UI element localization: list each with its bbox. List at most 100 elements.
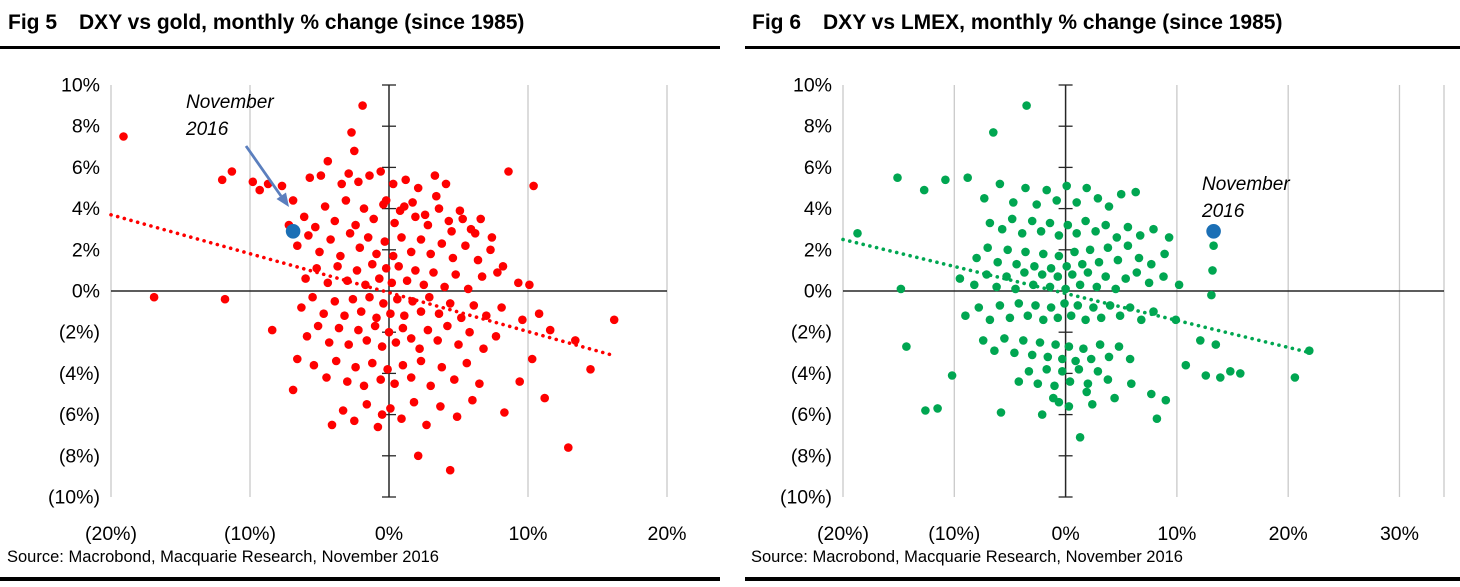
data-point (997, 224, 1007, 234)
x-tick-label: (20%) (817, 523, 869, 545)
data-point (454, 340, 463, 349)
y-tick-label: (6%) (791, 404, 832, 426)
data-point (394, 262, 404, 271)
y-tick-label: (2%) (59, 322, 100, 344)
fig6-title-row: Fig 6 DXY vs LMEX, monthly % change (sinc… (752, 11, 1282, 35)
annotation-arrow-head (276, 192, 289, 207)
y-tick-label: (8%) (59, 445, 100, 467)
data-point (351, 362, 360, 372)
data-point (336, 251, 345, 261)
data-point (149, 292, 159, 302)
data-point (1053, 272, 1063, 281)
data-point (437, 362, 447, 372)
data-point (390, 379, 399, 389)
data-point (1207, 290, 1216, 300)
data-point (1010, 348, 1019, 358)
y-tick-label: 10% (61, 75, 100, 97)
data-point (1131, 187, 1140, 197)
data-point (1209, 241, 1218, 250)
data-point (1091, 227, 1100, 236)
data-point (387, 278, 397, 288)
data-point (1105, 301, 1115, 310)
data-point (461, 241, 470, 250)
data-point (400, 311, 409, 321)
data-point (995, 301, 1005, 310)
data-point (436, 402, 445, 411)
data-point (470, 229, 480, 238)
data-point (995, 179, 1005, 189)
data-point (416, 356, 426, 366)
data-point (319, 309, 329, 319)
data-point (527, 354, 537, 364)
data-point (373, 422, 383, 432)
data-point (1082, 387, 1091, 397)
data-point (458, 214, 468, 224)
data-point (941, 175, 950, 185)
data-point (1052, 196, 1061, 205)
data-point (350, 416, 359, 426)
data-point (334, 323, 344, 333)
data-point (1019, 336, 1028, 345)
data-point (1103, 375, 1113, 384)
data-point (1054, 231, 1064, 240)
data-point (408, 198, 417, 207)
data-point (372, 313, 381, 323)
data-point (1051, 340, 1060, 349)
data-point (1064, 402, 1074, 411)
data-point (217, 175, 227, 185)
data-point (1011, 284, 1020, 294)
data-point (477, 272, 487, 281)
data-point (344, 169, 354, 178)
data-point (355, 243, 365, 252)
data-point (479, 344, 488, 354)
data-point (248, 177, 258, 187)
x-tick-label: 10% (1157, 523, 1196, 545)
data-point (386, 309, 395, 319)
data-point (1071, 356, 1080, 366)
data-point (1039, 315, 1048, 325)
data-point (330, 216, 340, 226)
data-point (333, 262, 342, 271)
data-point (955, 274, 965, 283)
data-point (1082, 183, 1091, 193)
data-point (1045, 282, 1055, 292)
data-point (365, 171, 374, 180)
fig6-plot-area: (20%) (10%) 0% 10% 20% 30% 10% 8% 6% 4% 2% 0% (2%) (4… (780, 75, 1445, 545)
data-point (1103, 243, 1113, 252)
data-point (440, 282, 449, 292)
y-tick-label: (10%) (48, 487, 100, 509)
data-point (1081, 216, 1090, 226)
highlight-point-november-2016 (285, 224, 301, 239)
data-point (540, 393, 549, 403)
fig5-title: DXY vs gold, monthly % change (since 198… (79, 11, 525, 34)
data-point (376, 375, 386, 384)
data-point (1027, 350, 1037, 360)
data-point (469, 301, 479, 310)
data-point (302, 332, 312, 341)
x-tick-label: 0% (375, 523, 403, 545)
y-tick-label: (10%) (780, 487, 832, 509)
data-point (1093, 194, 1103, 203)
highlight-point-november-2016 (1206, 224, 1221, 239)
data-point (534, 309, 544, 319)
data-point (323, 278, 333, 288)
data-point (361, 280, 370, 290)
data-point (1081, 315, 1090, 325)
data-point (441, 179, 451, 189)
data-point (1075, 280, 1085, 290)
data-point (1112, 233, 1122, 242)
data-point (1101, 220, 1110, 230)
data-point (1074, 365, 1084, 374)
data-point (1134, 253, 1144, 263)
data-point (1125, 354, 1135, 364)
data-point (400, 202, 409, 211)
data-point (902, 342, 911, 351)
data-point (423, 325, 433, 335)
data-point (1005, 313, 1015, 323)
y-tick-label: 8% (804, 116, 832, 138)
data-point (1002, 272, 1011, 281)
data-point (1137, 315, 1146, 325)
data-point (1086, 354, 1096, 364)
data-point (343, 377, 352, 386)
